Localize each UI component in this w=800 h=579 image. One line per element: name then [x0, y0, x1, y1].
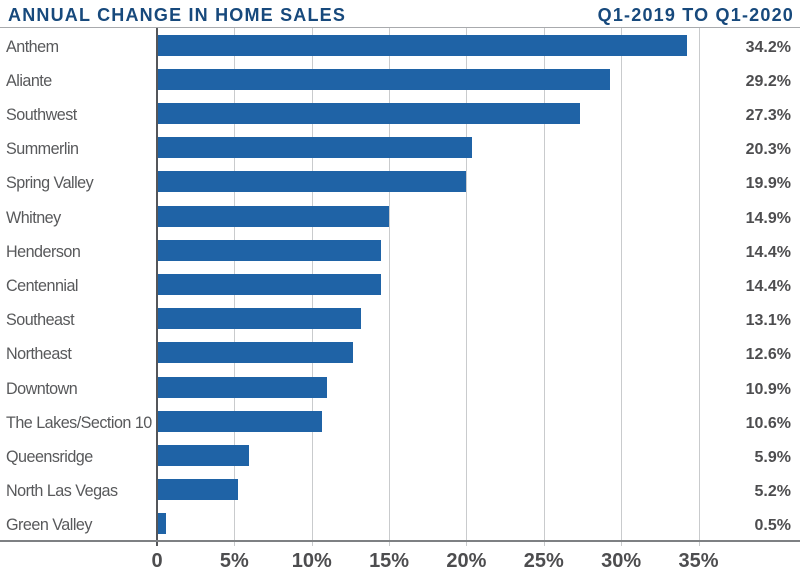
bar — [158, 171, 466, 193]
bar-row: Summerlin 20.3% — [0, 131, 800, 165]
bar — [158, 239, 381, 261]
category-label: Aliante — [6, 70, 52, 90]
x-tick-label: 20% — [446, 550, 487, 572]
category-label: Summerlin — [6, 139, 79, 159]
value-label: 14.4% — [745, 243, 791, 261]
category-label: Whitney — [6, 207, 61, 227]
bar — [158, 410, 322, 432]
value-label: 12.6% — [745, 346, 791, 364]
x-axis-baseline — [0, 540, 800, 542]
category-label: Southwest — [6, 104, 77, 124]
category-label: North Las Vegas — [6, 481, 118, 501]
x-tick-label: 30% — [601, 550, 642, 572]
bar-row: Spring Valley 19.9% — [0, 165, 800, 199]
bar-row: Henderson 14.4% — [0, 233, 800, 267]
gridline-15% — [389, 28, 391, 546]
bar — [158, 444, 250, 466]
plot-area: Anthem 34.2% Aliante 29.2% Southwest 27.3% Sum… — [0, 28, 800, 546]
value-label: 5.9% — [754, 448, 791, 466]
bar-row: Anthem 34.2% — [0, 28, 800, 62]
x-tick-label: 25% — [523, 550, 564, 572]
value-label: 29.2% — [745, 72, 791, 90]
bar-row: North Las Vegas 5.2% — [0, 473, 800, 507]
category-label: Downtown — [6, 378, 78, 398]
value-label: 10.6% — [745, 414, 791, 432]
category-label: The Lakes/Section 10 — [6, 412, 152, 432]
value-label: 20.3% — [745, 141, 791, 159]
gridline-30% — [621, 28, 623, 546]
bar — [158, 34, 688, 56]
bar — [158, 479, 239, 501]
value-label: 19.9% — [745, 175, 791, 193]
bar — [158, 102, 581, 124]
bar — [158, 137, 473, 159]
category-label: Southeast — [6, 310, 75, 330]
gridline-25% — [543, 28, 545, 546]
bar-row: Green Valley 0.5% — [0, 507, 800, 541]
bar-row: Aliante 29.2% — [0, 62, 800, 96]
bar-row: Southeast 13.1% — [0, 302, 800, 336]
category-label: Anthem — [6, 36, 59, 56]
category-label: Henderson — [6, 241, 81, 261]
value-label: 14.9% — [745, 209, 791, 227]
header-divider-line — [0, 27, 800, 28]
bar — [158, 273, 381, 295]
bar-row: The Lakes/Section 10 10.6% — [0, 404, 800, 438]
bar — [158, 205, 389, 227]
bar — [158, 308, 361, 330]
value-label: 14.4% — [745, 277, 791, 295]
x-tick-label: 5% — [219, 550, 249, 572]
value-label: 0.5% — [754, 517, 791, 535]
category-label: Spring Valley — [6, 173, 94, 193]
x-tick-label: 15% — [369, 550, 410, 572]
value-label: 13.1% — [745, 312, 791, 330]
gridline-20% — [466, 28, 468, 546]
category-label: Centennial — [6, 275, 79, 295]
chart-period-subtitle: Q1-2019 TO Q1-2020 — [597, 5, 794, 25]
bar-row: Northeast 12.6% — [0, 336, 800, 370]
category-label: Queensridge — [6, 446, 93, 466]
category-label: Green Valley — [6, 515, 92, 535]
bar-row: Centennial 14.4% — [0, 267, 800, 301]
x-tick-label: 10% — [291, 550, 332, 572]
category-label: Northeast — [6, 344, 72, 364]
bar — [158, 342, 353, 364]
x-tick-label: 0 — [151, 550, 163, 572]
bar-row: Whitney 14.9% — [0, 199, 800, 233]
bar-row: Southwest 27.3% — [0, 96, 800, 130]
x-tick-label: 35% — [678, 550, 719, 572]
bar — [158, 376, 327, 398]
bar-row: Downtown 10.9% — [0, 370, 800, 404]
chart-title: ANNUAL CHANGE IN HOME SALES — [8, 5, 347, 25]
value-label: 10.9% — [745, 380, 791, 398]
value-label: 5.2% — [754, 483, 791, 501]
gridline-35% — [698, 28, 700, 546]
bar-row: Queensridge 5.9% — [0, 438, 800, 472]
value-label: 34.2% — [745, 38, 791, 56]
bar — [158, 513, 166, 535]
bar — [158, 68, 610, 90]
zero-axis-line — [156, 28, 158, 546]
value-label: 27.3% — [745, 106, 791, 124]
